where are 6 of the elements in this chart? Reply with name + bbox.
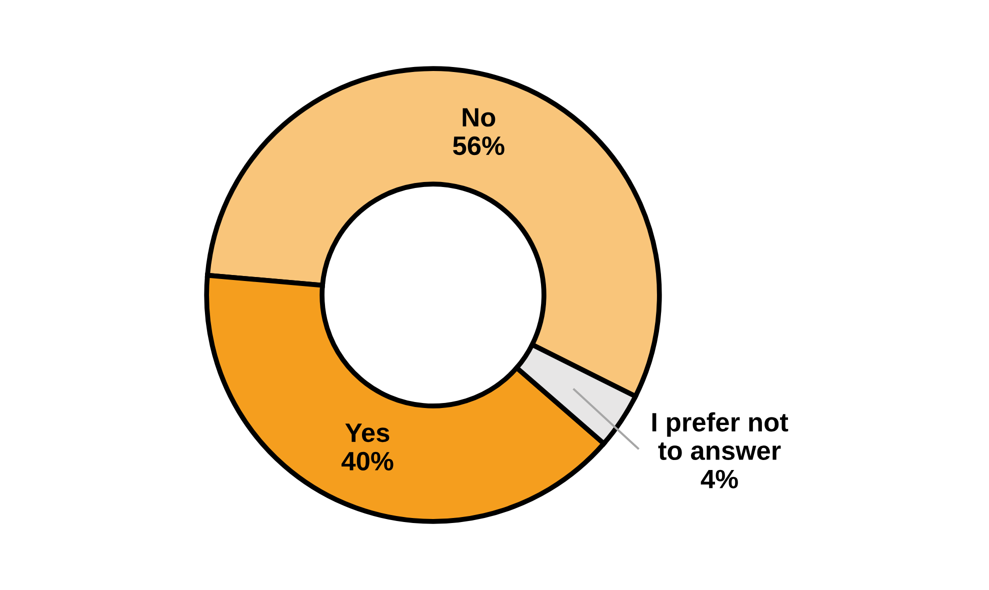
data-label: 56% xyxy=(453,136,504,156)
data-label: 40% xyxy=(342,452,394,471)
slice-label: No xyxy=(462,108,496,127)
slice-label: Yes xyxy=(345,424,390,442)
data-label: 4% xyxy=(700,470,738,488)
slice-label: I prefer not to answer xyxy=(652,412,788,460)
